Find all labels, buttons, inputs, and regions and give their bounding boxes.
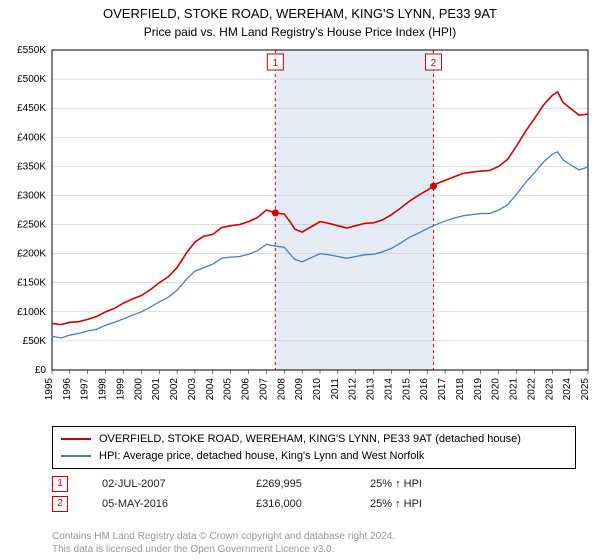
svg-text:2023: 2023 bbox=[544, 378, 555, 401]
legend-label-property: OVERFIELD, STOKE ROAD, WEREHAM, KING'S L… bbox=[99, 431, 521, 448]
svg-text:2005: 2005 bbox=[223, 378, 234, 401]
svg-text:2001: 2001 bbox=[151, 378, 162, 401]
svg-text:2002: 2002 bbox=[169, 378, 180, 401]
sale-price-1: £269,995 bbox=[256, 478, 336, 490]
svg-text:£350K: £350K bbox=[17, 161, 46, 172]
svg-text:1999: 1999 bbox=[115, 378, 126, 401]
sale-date-2: 05-MAY-2016 bbox=[102, 498, 222, 510]
sales-row-1: 1 02-JUL-2007 £269,995 25% ↑ HPI bbox=[52, 476, 470, 492]
svg-text:2024: 2024 bbox=[562, 378, 573, 401]
svg-text:£300K: £300K bbox=[17, 190, 46, 201]
svg-text:£550K: £550K bbox=[17, 45, 46, 56]
svg-text:2008: 2008 bbox=[276, 378, 287, 401]
svg-text:2: 2 bbox=[431, 58, 437, 69]
svg-text:2022: 2022 bbox=[526, 378, 537, 401]
sale-pct-2: 25% ↑ HPI bbox=[370, 498, 470, 510]
line-chart-svg: £0 £50K £100K £150K £200K £250K £300K £350K £400… bbox=[0, 40, 600, 420]
svg-text:2015: 2015 bbox=[401, 378, 412, 401]
svg-text:£100K: £100K bbox=[17, 307, 46, 318]
sale-marker-2: 2 bbox=[52, 496, 68, 512]
svg-text:2009: 2009 bbox=[294, 378, 305, 401]
svg-text:2013: 2013 bbox=[366, 378, 377, 401]
sales-table: 1 02-JUL-2007 £269,995 25% ↑ HPI 2 05-MA… bbox=[52, 476, 470, 516]
sale-price-2: £316,000 bbox=[256, 498, 336, 510]
legend-label-hpi: HPI: Average price, detached house, King… bbox=[99, 448, 424, 465]
svg-text:2010: 2010 bbox=[312, 378, 323, 401]
sale-date-1: 02-JUL-2007 bbox=[102, 478, 222, 490]
chart-area: £0 £50K £100K £150K £200K £250K £300K £350K £400… bbox=[0, 40, 600, 420]
sale-marker-1: 1 bbox=[52, 476, 68, 492]
svg-text:1: 1 bbox=[273, 58, 279, 69]
footer-attribution: Contains HM Land Registry data © Crown c… bbox=[52, 531, 395, 556]
svg-text:1996: 1996 bbox=[62, 378, 73, 401]
svg-text:2021: 2021 bbox=[509, 378, 520, 401]
svg-text:2014: 2014 bbox=[383, 378, 394, 401]
footer-line-2: This data is licensed under the Open Gov… bbox=[52, 544, 395, 557]
svg-text:2004: 2004 bbox=[205, 378, 216, 401]
svg-text:£0: £0 bbox=[35, 365, 47, 376]
svg-text:2020: 2020 bbox=[491, 378, 502, 401]
svg-text:2018: 2018 bbox=[455, 378, 466, 401]
svg-text:£150K: £150K bbox=[17, 278, 46, 289]
legend-row-property: OVERFIELD, STOKE ROAD, WEREHAM, KING'S L… bbox=[61, 431, 567, 448]
svg-text:£500K: £500K bbox=[17, 74, 46, 85]
svg-text:2017: 2017 bbox=[437, 378, 448, 401]
svg-text:£400K: £400K bbox=[17, 132, 46, 143]
svg-text:1995: 1995 bbox=[44, 378, 55, 401]
svg-text:£450K: £450K bbox=[17, 103, 46, 114]
legend-row-hpi: HPI: Average price, detached house, King… bbox=[61, 448, 567, 465]
legend-swatch-hpi bbox=[61, 455, 91, 457]
sales-row-2: 2 05-MAY-2016 £316,000 25% ↑ HPI bbox=[52, 496, 470, 512]
chart-subtitle: Price paid vs. HM Land Registry's House … bbox=[0, 23, 600, 39]
svg-text:£250K: £250K bbox=[17, 220, 46, 231]
svg-text:£200K: £200K bbox=[17, 249, 46, 260]
svg-text:2025: 2025 bbox=[580, 378, 591, 401]
sale-pct-1: 25% ↑ HPI bbox=[370, 478, 470, 490]
svg-text:2016: 2016 bbox=[419, 378, 430, 401]
svg-text:£50K: £50K bbox=[23, 336, 47, 347]
svg-text:2003: 2003 bbox=[187, 378, 198, 401]
svg-text:1998: 1998 bbox=[98, 378, 109, 401]
legend-swatch-property bbox=[61, 438, 91, 440]
svg-text:2012: 2012 bbox=[348, 378, 359, 401]
svg-text:2000: 2000 bbox=[133, 378, 144, 401]
svg-text:1997: 1997 bbox=[80, 378, 91, 401]
svg-text:2019: 2019 bbox=[473, 378, 484, 401]
svg-text:2007: 2007 bbox=[258, 378, 269, 401]
legend-box: OVERFIELD, STOKE ROAD, WEREHAM, KING'S L… bbox=[52, 426, 576, 469]
footer-line-1: Contains HM Land Registry data © Crown c… bbox=[52, 531, 395, 544]
svg-text:2006: 2006 bbox=[241, 378, 252, 401]
chart-title: OVERFIELD, STOKE ROAD, WEREHAM, KING'S L… bbox=[0, 0, 600, 23]
svg-text:2011: 2011 bbox=[330, 378, 341, 400]
chart-container: OVERFIELD, STOKE ROAD, WEREHAM, KING'S L… bbox=[0, 0, 600, 560]
